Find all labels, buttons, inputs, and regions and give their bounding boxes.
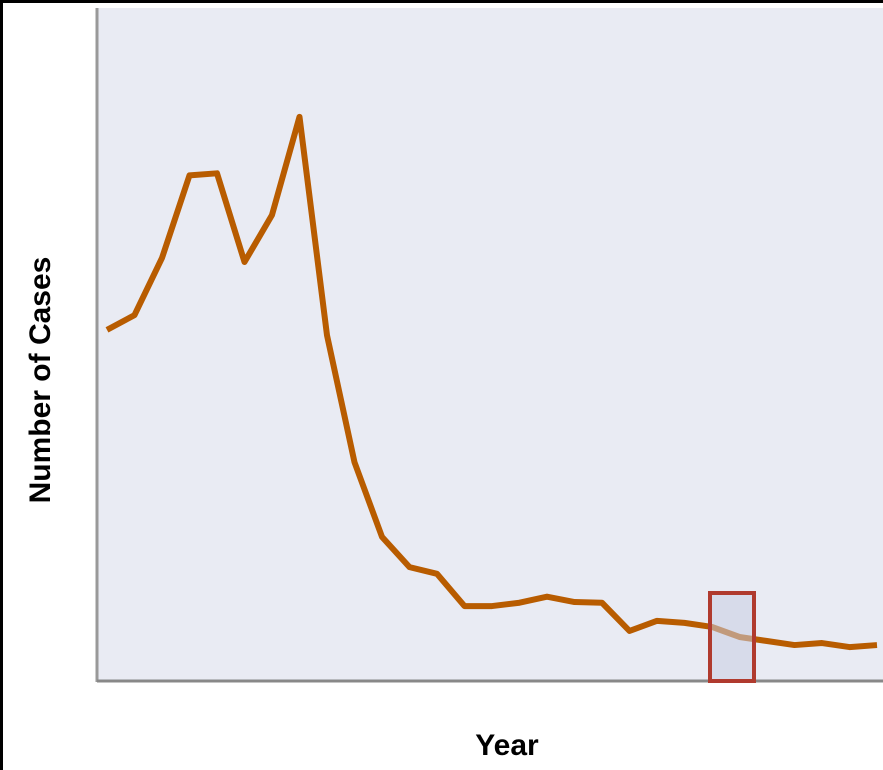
y-axis-title: Number of Cases bbox=[24, 257, 57, 504]
x-axis-title: Year bbox=[475, 729, 539, 762]
plot-area bbox=[97, 8, 883, 682]
highlight-box bbox=[708, 591, 756, 683]
